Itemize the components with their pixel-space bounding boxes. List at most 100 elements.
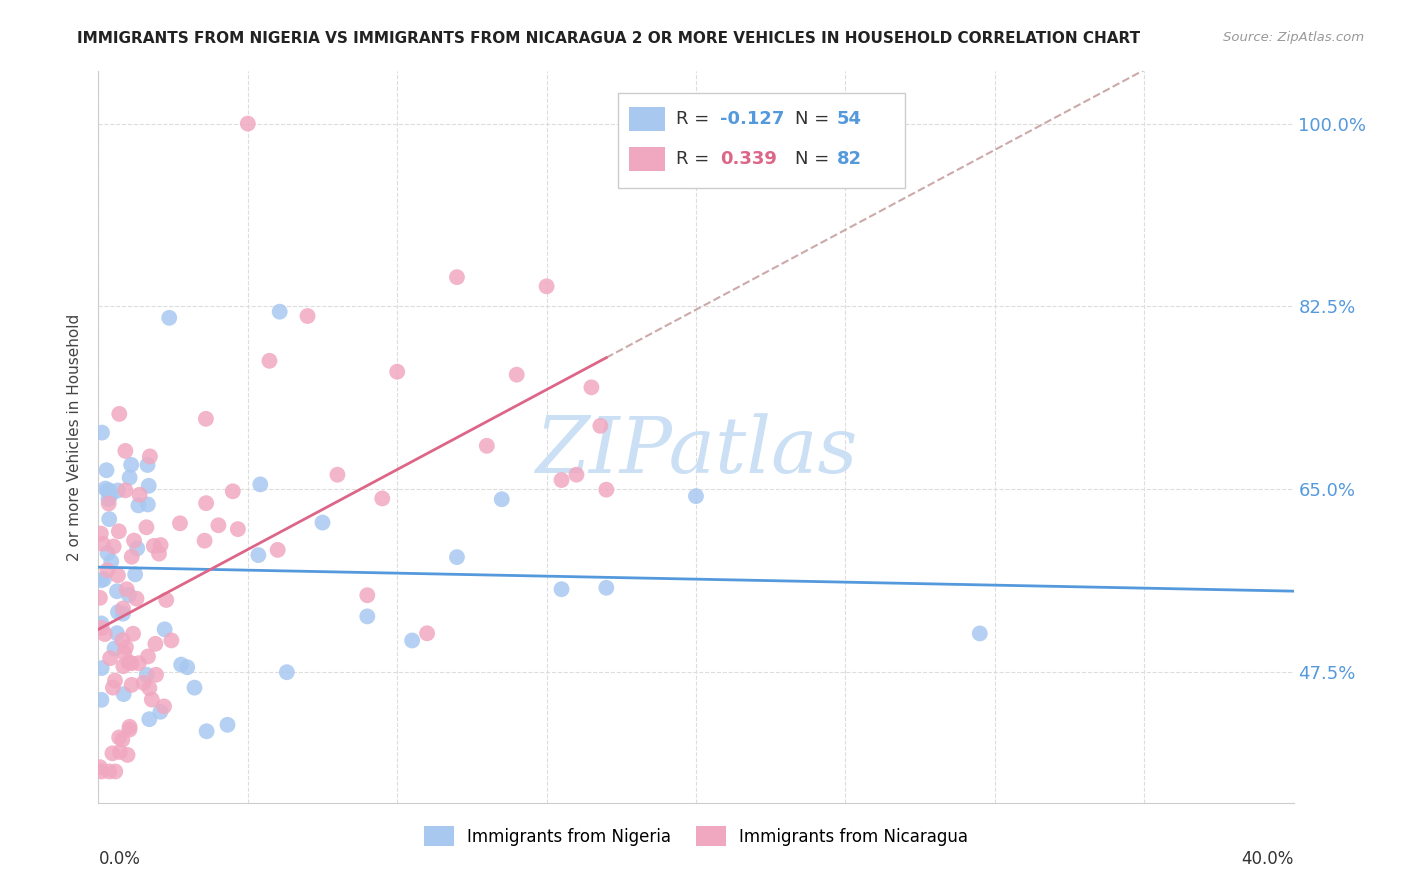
Point — [90, 616, 112, 631]
Point — [536, 279, 558, 293]
Point — [169, 516, 191, 531]
Point — [247, 548, 270, 562]
Point — [118, 470, 141, 484]
Point — [127, 499, 149, 513]
Point — [112, 659, 135, 673]
Point — [565, 467, 588, 482]
Point — [148, 547, 170, 561]
Text: R =: R = — [676, 110, 714, 128]
Point — [98, 483, 121, 498]
Point — [122, 533, 145, 548]
Point — [96, 463, 118, 477]
Point — [108, 731, 131, 745]
Text: N =: N = — [796, 110, 835, 128]
Point — [118, 720, 141, 734]
Point — [100, 488, 122, 502]
Point — [118, 656, 141, 670]
Point — [108, 524, 131, 539]
Point — [194, 533, 217, 548]
Point — [249, 477, 271, 491]
Point — [90, 764, 112, 779]
Point — [142, 539, 165, 553]
Point — [98, 764, 121, 779]
Point — [145, 667, 167, 681]
Point — [121, 549, 143, 564]
Text: ZIPatlas: ZIPatlas — [534, 414, 858, 490]
Point — [153, 699, 176, 714]
Point — [506, 368, 529, 382]
Point — [276, 665, 298, 680]
Point — [104, 764, 127, 779]
Point — [149, 538, 172, 552]
Point — [217, 718, 239, 732]
Point — [138, 479, 160, 493]
Point — [356, 588, 378, 602]
Point — [371, 491, 394, 506]
Point — [111, 607, 134, 621]
Point — [115, 582, 138, 597]
Point — [108, 407, 131, 421]
Point — [100, 554, 122, 568]
Point — [356, 609, 378, 624]
Point — [267, 542, 290, 557]
Legend: Immigrants from Nigeria, Immigrants from Nicaragua: Immigrants from Nigeria, Immigrants from… — [418, 820, 974, 853]
Point — [207, 518, 229, 533]
Point — [104, 673, 127, 688]
Text: 82: 82 — [837, 150, 862, 168]
Point — [297, 309, 319, 323]
Point — [90, 693, 112, 707]
Point — [595, 581, 617, 595]
Point — [101, 747, 124, 761]
Point — [98, 512, 121, 526]
Point — [176, 660, 198, 674]
Point — [236, 117, 259, 131]
Text: 40.0%: 40.0% — [1241, 850, 1294, 868]
Point — [118, 723, 141, 737]
Point — [105, 584, 128, 599]
Point — [89, 760, 111, 774]
Point — [136, 498, 159, 512]
Point — [103, 641, 125, 656]
Point — [125, 591, 148, 606]
Point — [155, 593, 177, 607]
Point — [149, 705, 172, 719]
Point — [90, 574, 112, 588]
Point — [135, 520, 157, 534]
Point — [326, 467, 349, 482]
Point — [96, 483, 118, 498]
Point — [94, 627, 117, 641]
Text: 54: 54 — [837, 110, 862, 128]
Point — [259, 353, 281, 368]
Point — [101, 681, 124, 695]
Point — [194, 412, 217, 426]
Point — [589, 418, 612, 433]
Point — [138, 712, 160, 726]
Point — [446, 550, 468, 565]
Point — [121, 678, 143, 692]
Point — [550, 582, 572, 597]
Point — [111, 601, 134, 615]
Point — [107, 483, 129, 498]
Point — [124, 567, 146, 582]
Point — [97, 496, 120, 510]
Point — [111, 633, 134, 648]
Point — [195, 496, 218, 510]
Point — [98, 651, 121, 665]
Text: 0.339: 0.339 — [720, 150, 776, 168]
Point — [183, 681, 205, 695]
Point — [132, 675, 155, 690]
FancyBboxPatch shape — [628, 147, 665, 171]
Point — [135, 667, 157, 681]
Point — [103, 540, 125, 554]
Point — [136, 649, 159, 664]
Point — [105, 626, 128, 640]
FancyBboxPatch shape — [628, 107, 665, 130]
Point — [170, 657, 193, 672]
Point — [195, 724, 218, 739]
Point — [127, 541, 149, 556]
Point — [118, 588, 141, 602]
Point — [269, 304, 291, 318]
Text: N =: N = — [796, 150, 835, 168]
Y-axis label: 2 or more Vehicles in Household: 2 or more Vehicles in Household — [67, 313, 83, 561]
Point — [120, 458, 142, 472]
